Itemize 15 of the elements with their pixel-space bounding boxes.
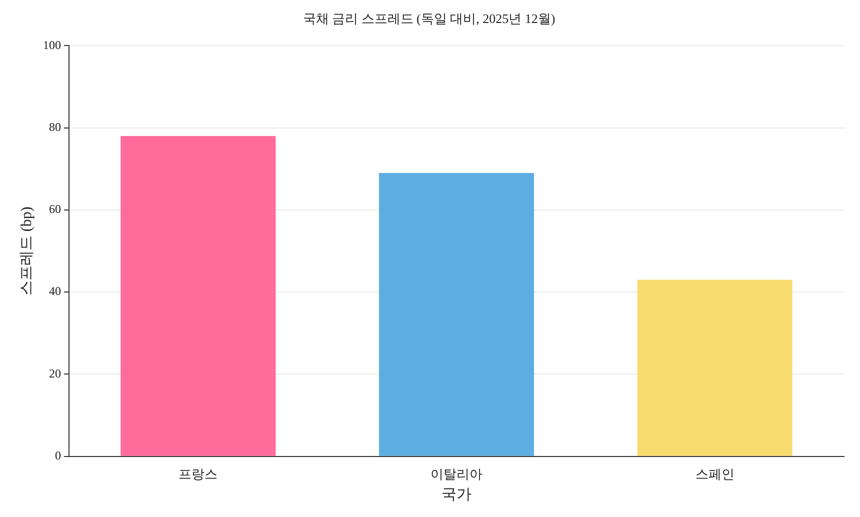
x-tick-label: 이탈리아	[430, 466, 482, 482]
chart-title: 국채 금리 스프레드 (독일 대비, 2025년 12월)	[302, 11, 556, 26]
y-axis-title: 스프레드 (bp)	[18, 206, 35, 296]
bar	[379, 172, 534, 456]
y-tick-label: 20	[49, 366, 61, 380]
y-tick-label: 60	[49, 202, 61, 216]
y-tick-label: 80	[49, 120, 61, 134]
bar	[120, 136, 276, 456]
bar	[637, 280, 792, 456]
y-tick-label: 0	[55, 448, 61, 463]
y-tick-label: 40	[49, 284, 61, 298]
x-tick-label: 프랑스	[178, 466, 218, 482]
y-tick-label: 100	[43, 38, 61, 52]
x-tick-label: 스페인	[695, 466, 734, 482]
x-axis-title: 국가	[442, 486, 472, 503]
